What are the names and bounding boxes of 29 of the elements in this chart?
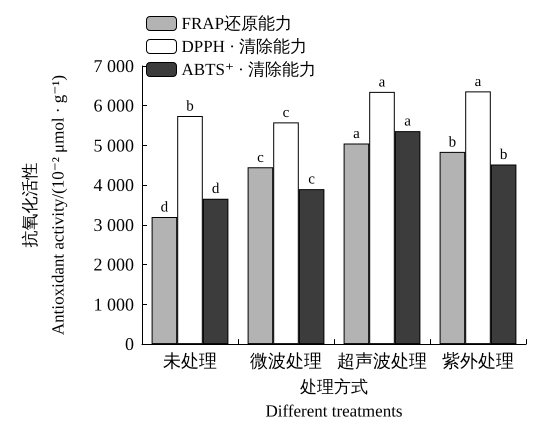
x-tick-label: 超声波处理 xyxy=(337,351,427,372)
y-tick-label: 6 000 xyxy=(94,96,134,116)
y-tick-label: 4 000 xyxy=(94,175,134,196)
data-label: a xyxy=(404,114,412,130)
data-label: b xyxy=(448,134,456,150)
y-tick-label: 3 000 xyxy=(94,214,134,235)
y-tick-label: 1 000 xyxy=(94,294,134,314)
data-label: d xyxy=(160,199,169,216)
data-label: a xyxy=(474,74,482,90)
y-tick-label: 7 000 xyxy=(94,56,134,76)
data-label: b xyxy=(186,98,194,115)
data-label: b xyxy=(500,147,508,164)
data-label: c xyxy=(257,150,264,166)
data-label: d xyxy=(212,181,220,198)
data-label: c xyxy=(308,172,316,188)
y-axis-title: 抗氧化活性 Antioxidant activity/(10⁻² μmol · g⁻¹) xyxy=(20,74,68,336)
y-tick-label: 5 000 xyxy=(94,135,134,156)
y-tick-label: 2 000 xyxy=(94,254,134,275)
x-tick-label: 未处理 xyxy=(163,351,217,372)
legend-label: DPPH · 清除能力 xyxy=(182,37,308,56)
legend-label: ABTS⁺ · 清除能力 xyxy=(182,60,316,79)
x-tick-label: 紫外处理 xyxy=(442,351,514,372)
x-axis-title: 处理方式 Different treatments xyxy=(265,378,403,420)
data-label: c xyxy=(282,104,290,121)
data-label: a xyxy=(353,126,360,142)
y-tick-label: 0 xyxy=(125,334,134,354)
legend-label: FRAP还原能力 xyxy=(182,14,292,33)
x-tick-label: 微波处理 xyxy=(250,351,322,372)
data-label: a xyxy=(378,74,386,90)
